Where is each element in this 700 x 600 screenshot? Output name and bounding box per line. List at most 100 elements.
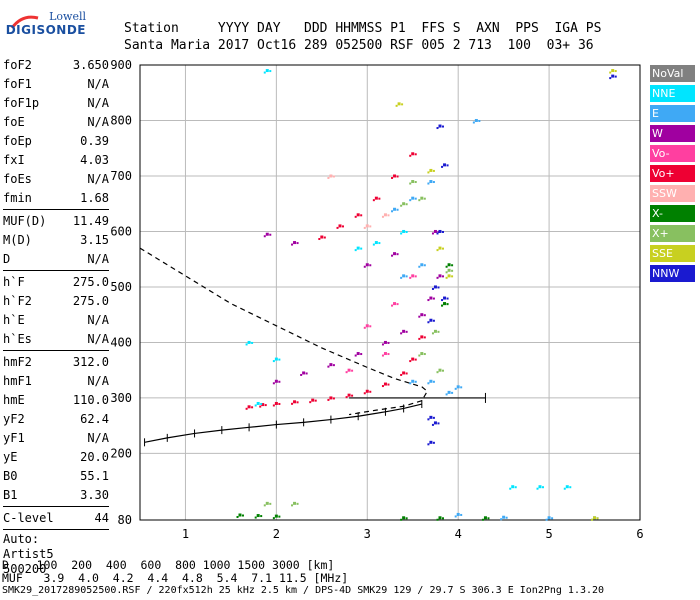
echo-point (274, 357, 278, 361)
echo-point (445, 265, 448, 268)
echo-point (263, 235, 266, 238)
param-row: h`F2 275.0 (3, 292, 109, 311)
header-labels: Station YYYY DAY DDD HHMMSS P1 FFS S AXN… (124, 21, 602, 36)
echo-point (478, 119, 481, 122)
echo-point (447, 390, 451, 394)
echo-point (481, 518, 484, 521)
echo-point (454, 515, 457, 518)
echo-point (263, 71, 266, 74)
param-row: yF1 N/A (3, 429, 109, 448)
echo-point (291, 402, 294, 405)
echo-point (247, 405, 251, 409)
param-row: h`E N/A (3, 311, 109, 330)
param-row: foF2 3.650 (3, 56, 109, 75)
echo-point (393, 252, 397, 256)
echo-point (569, 486, 572, 489)
echo-point (432, 416, 435, 419)
echo-point (429, 168, 433, 172)
echo-point (405, 330, 408, 333)
echo-point (332, 364, 335, 367)
footer-info: SMK29_2017289052500.RSF / 220fx512h 25 k… (2, 585, 605, 596)
echo-point (327, 365, 330, 368)
param-row: D N/A (3, 250, 109, 269)
echo-point (545, 518, 548, 521)
echo-point (442, 125, 444, 128)
echo-point (369, 390, 372, 393)
echo-point (420, 313, 424, 317)
legend-item: X+ (650, 225, 695, 242)
echo-point (451, 275, 454, 278)
echo-point (487, 517, 490, 520)
echo-point (418, 337, 421, 340)
echo-point (514, 486, 517, 489)
param-row: foF1p N/A (3, 94, 109, 113)
param-value: N/A (87, 313, 109, 327)
param-value: 0.39 (80, 134, 109, 148)
param-value: 55.1 (80, 469, 109, 483)
legend-item: SSW (650, 185, 695, 202)
echo-point (363, 326, 366, 329)
echo-point (460, 386, 463, 389)
echo-point (254, 404, 257, 407)
echo-point (396, 208, 399, 211)
echo-point (278, 358, 281, 361)
param-value: 312.0 (72, 355, 109, 369)
echo-point (438, 124, 442, 128)
echo-point (409, 182, 412, 185)
echo-point (356, 246, 360, 250)
echo-point (420, 196, 424, 200)
echo-point (423, 197, 426, 200)
echo-point (365, 263, 369, 267)
param-value: N/A (87, 115, 109, 129)
param-key: M(D) (3, 233, 32, 247)
echo-point (393, 174, 397, 178)
param-row: B1 3.30 (3, 486, 109, 505)
ionogram-trace (144, 403, 422, 443)
echo-point (259, 405, 262, 408)
echo-point (395, 104, 398, 107)
echo-point (387, 383, 390, 386)
echo-point (311, 398, 315, 402)
echo-point (338, 224, 342, 228)
echo-point (396, 253, 399, 256)
param-key: h`E (3, 313, 25, 327)
echo-point (356, 213, 360, 217)
echo-point (414, 197, 417, 200)
param-value: 275.0 (72, 294, 109, 308)
echo-point (460, 513, 463, 516)
echo-point (429, 296, 433, 300)
echo-point (411, 152, 415, 156)
logo-line2: DIGISONDE (5, 23, 86, 37)
autoscaling-line1: Auto: (3, 532, 40, 546)
echo-point (396, 303, 399, 306)
param-row: B0 55.1 (3, 467, 109, 486)
echo-point (411, 379, 415, 383)
y-tick-label: 200 (110, 446, 132, 460)
echo-point (446, 164, 449, 167)
echo-point (383, 382, 387, 386)
echo-point (547, 516, 551, 520)
separator (3, 209, 109, 210)
echo-point (342, 225, 344, 228)
param-value: 3.650 (72, 58, 109, 72)
echo-point (264, 404, 267, 407)
echo-point (420, 335, 424, 339)
legend-item: W (650, 125, 695, 142)
param-row: foEp 0.39 (3, 132, 109, 151)
echo-point (261, 403, 265, 407)
param-row: yF2 62.4 (3, 410, 109, 429)
echo-point (401, 103, 404, 106)
parameter-panel: foF2 3.650 foF1 N/A foF1p N/A foE N/A foEp 0.39 fx… (3, 56, 109, 577)
legend: NoVal NNE E W Vo- Vo+ SSW X- X+ SSE NNW (650, 65, 695, 285)
x-tick-label: 5 (545, 527, 552, 541)
x-tick-label: 3 (364, 527, 371, 541)
param-value: 1.68 (80, 191, 109, 205)
param-key: h`F2 (3, 294, 32, 308)
header-values: Santa Maria 2017 Oct16 289 052500 RSF 00… (124, 38, 594, 53)
echo-point (565, 485, 569, 489)
echo-point (347, 393, 351, 397)
param-value: 20.0 (80, 450, 109, 464)
echo-point (256, 514, 260, 518)
echo-point (400, 232, 403, 235)
